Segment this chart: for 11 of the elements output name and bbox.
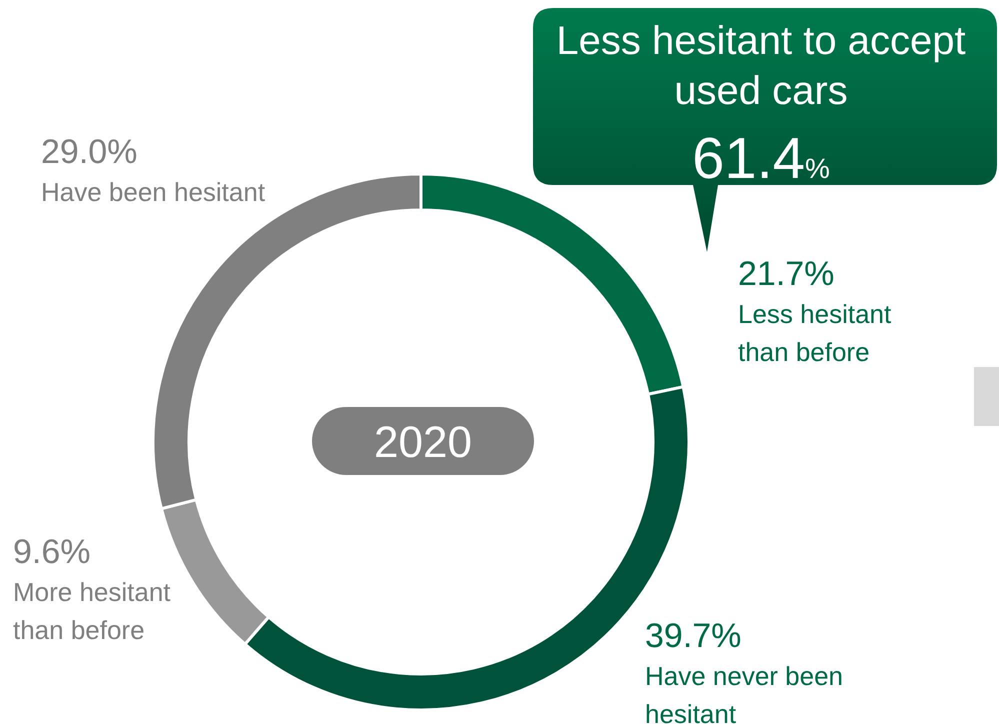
slice-label: Less hesitant than before xyxy=(738,299,892,367)
data-label: 29.0% xyxy=(41,133,138,171)
text: 61.4% xyxy=(692,126,830,191)
data-label: 9.6% xyxy=(13,533,90,571)
text: 2020 xyxy=(374,418,472,467)
text: Less hesitant to accept used cars xyxy=(556,19,966,113)
data-label: 39.7% xyxy=(645,617,742,655)
slice-label: Have been hesitant xyxy=(41,177,266,207)
slice-label: More hesitant than before xyxy=(13,577,172,645)
data-label: 21.7% xyxy=(738,255,834,293)
slice-label: Have never been hesitant xyxy=(645,661,844,724)
